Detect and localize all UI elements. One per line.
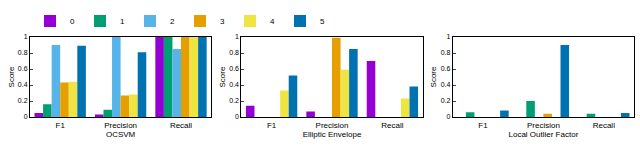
svg-text:0.2: 0.2 (229, 97, 239, 104)
svg-text:0.8: 0.8 (441, 49, 451, 56)
svg-text:1: 1 (235, 33, 239, 40)
svg-text:3: 3 (220, 17, 225, 26)
svg-text:F1: F1 (56, 121, 66, 130)
svg-text:Recall: Recall (170, 121, 192, 130)
svg-text:4: 4 (270, 17, 275, 26)
svg-text:1: 1 (446, 33, 450, 40)
svg-text:Precision: Precision (316, 121, 349, 130)
svg-text:Precision: Precision (104, 121, 137, 130)
svg-text:0.8: 0.8 (229, 49, 239, 56)
svg-text:Score: Score (218, 66, 227, 87)
svg-text:Elliptic Envelope: Elliptic Envelope (303, 130, 362, 139)
svg-text:0.6: 0.6 (18, 65, 28, 72)
svg-text:Precision: Precision (527, 121, 560, 130)
svg-text:0.4: 0.4 (229, 81, 239, 88)
svg-text:0.2: 0.2 (18, 97, 28, 104)
svg-text:0.4: 0.4 (18, 81, 28, 88)
svg-text:0: 0 (235, 113, 239, 120)
svg-text:0: 0 (446, 113, 450, 120)
svg-text:1: 1 (24, 33, 28, 40)
svg-text:0.6: 0.6 (229, 65, 239, 72)
svg-text:Score: Score (429, 66, 438, 87)
svg-text:Score: Score (7, 66, 16, 87)
svg-text:OCSVM: OCSVM (106, 130, 136, 139)
svg-text:0: 0 (24, 113, 28, 120)
svg-text:Recall: Recall (593, 121, 615, 130)
svg-text:F1: F1 (267, 121, 277, 130)
svg-text:Recall: Recall (381, 121, 403, 130)
svg-text:F1: F1 (478, 121, 488, 130)
svg-text:0.8: 0.8 (18, 49, 28, 56)
svg-text:Local Outlier Factor: Local Outlier Factor (508, 130, 578, 139)
svg-text:0.6: 0.6 (441, 65, 451, 72)
svg-text:5: 5 (320, 17, 325, 26)
svg-text:2: 2 (170, 17, 175, 26)
svg-text:1: 1 (120, 17, 125, 26)
svg-text:0.2: 0.2 (441, 97, 451, 104)
svg-text:0.4: 0.4 (441, 81, 451, 88)
svg-text:0: 0 (70, 17, 75, 26)
